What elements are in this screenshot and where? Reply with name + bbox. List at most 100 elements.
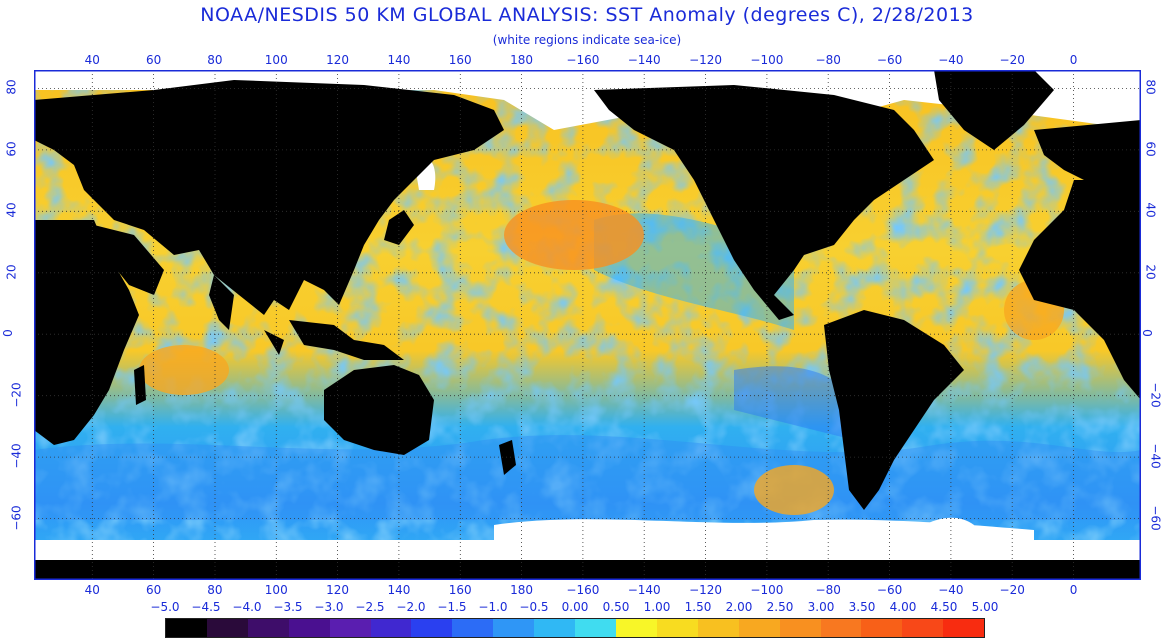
lon-tick-label-bottom: 120: [326, 583, 350, 597]
map-canvas: [34, 70, 1141, 580]
lon-tick-label-top: 180: [510, 53, 534, 67]
page-subtitle: (white regions indicate sea-ice): [492, 33, 682, 47]
legend-value-label: −2.5: [355, 600, 385, 614]
landmass-indonesia: [264, 320, 404, 360]
lat-tick-label-left: 60: [4, 141, 19, 157]
landmass-new-zealand: [499, 440, 516, 475]
lon-tick-label-bottom: −140: [627, 583, 661, 597]
land: [34, 70, 1141, 580]
legend-value-label: −1.5: [437, 600, 467, 614]
lon-tick-label-top: −140: [627, 53, 661, 67]
lat-tick-label-right: 40: [1143, 202, 1158, 218]
map-frame: [34, 70, 1141, 580]
legend-swatch: [493, 619, 535, 637]
lon-tick-label-top: 0: [1069, 53, 1078, 67]
lon-tick-label-bottom: 60: [145, 583, 162, 597]
legend-swatch: [615, 619, 657, 637]
landmass-australia: [324, 365, 434, 455]
legend-value-label: −1.0: [478, 600, 508, 614]
lat-tick-label-right: 20: [1143, 264, 1158, 280]
legend-swatch: [943, 619, 985, 637]
landmass-madagascar: [134, 365, 146, 405]
legend-value-label: 4.50: [930, 600, 958, 614]
legend-swatch: [370, 619, 412, 637]
lon-tick-label-bottom: 0: [1069, 583, 1078, 597]
legend-value-label: −3.0: [314, 600, 344, 614]
legend-value-label: 3.00: [807, 600, 835, 614]
legend-value-label: −4.0: [232, 600, 262, 614]
legend-value-label: −3.5: [273, 600, 303, 614]
lat-tick-label-right: −60: [1148, 504, 1163, 531]
legend-swatch: [779, 619, 821, 637]
lon-tick-label-top: 60: [145, 53, 162, 67]
legend-swatch: [247, 619, 289, 637]
lon-tick-label-bottom: 160: [448, 583, 472, 597]
landmass-africa: [34, 220, 139, 445]
legend-swatch: [697, 619, 739, 637]
lat-tick-label-left: 0: [0, 329, 15, 338]
legend-swatch: [902, 619, 944, 637]
lon-tick-label-top: −100: [750, 53, 784, 67]
landmass-europe-wrap: [1034, 120, 1141, 185]
legend-value-label: −2.0: [396, 600, 426, 614]
legend-value-label: 5.00: [971, 600, 999, 614]
lon-tick-label-bottom: 40: [84, 583, 100, 597]
lon-tick-label-bottom: −80: [815, 583, 841, 597]
lon-tick-label-bottom: −120: [689, 583, 723, 597]
lat-tick-label-right: 80: [1143, 79, 1158, 96]
lon-tick-label-top: −40: [938, 53, 964, 67]
lon-tick-label-bottom: 180: [510, 583, 534, 597]
lon-tick-label-top: −20: [999, 53, 1025, 67]
legend-swatch: [166, 619, 207, 637]
lat-tick-label-left: −20: [9, 381, 24, 408]
lon-tick-label-bottom: −40: [938, 583, 964, 597]
color-legend: [165, 618, 985, 638]
warm-anomaly-patches: [139, 200, 1064, 515]
legend-swatch: [288, 619, 330, 637]
lon-tick-label-top: 40: [84, 53, 100, 67]
lat-tick-label-left: 40: [4, 202, 19, 218]
lon-tick-label-top: 120: [326, 53, 350, 67]
lon-tick-label-bottom: −60: [876, 583, 903, 597]
legend-value-label: 3.50: [848, 600, 876, 614]
legend-value-label: 2.50: [766, 600, 794, 614]
legend-value-label: −5.0: [150, 600, 180, 614]
landmass-antarctica: [34, 560, 1141, 580]
landmass-africa-east-wrap: [1019, 180, 1141, 400]
lon-tick-label-top: 160: [448, 53, 472, 67]
landmass-north-america: [594, 85, 934, 320]
lat-tick-label-left: −40: [9, 443, 24, 469]
legend-value-label: −4.5: [191, 600, 221, 614]
graticule: [34, 70, 1141, 580]
landmass-eurasia: [34, 80, 504, 315]
legend-value-label: −0.5: [519, 600, 549, 614]
sst-anomaly-map: [34, 70, 1141, 580]
legend-swatch: [575, 619, 616, 637]
lon-tick-label-bottom: −160: [566, 583, 600, 597]
lon-tick-label-top: −60: [876, 53, 903, 67]
legend-value-label: 1.50: [684, 600, 712, 614]
lon-tick-label-top: −80: [815, 53, 841, 67]
legend-value-label: 0.50: [602, 600, 630, 614]
legend-swatch: [452, 619, 494, 637]
lat-tick-label-right: 0: [1139, 329, 1154, 338]
lon-tick-label-bottom: −100: [750, 583, 784, 597]
lat-tick-label-left: −60: [9, 504, 24, 531]
legend-value-label: 2.00: [725, 600, 753, 614]
legend-value-label: 4.00: [889, 600, 917, 614]
legend-swatch: [534, 619, 576, 637]
lon-tick-label-top: −120: [689, 53, 723, 67]
lat-tick-label-right: 60: [1143, 141, 1158, 157]
legend-swatch: [861, 619, 903, 637]
page-title: NOAA/NESDIS 50 KM GLOBAL ANALYSIS: SST A…: [200, 4, 974, 26]
lon-tick-label-bottom: 100: [264, 583, 288, 597]
lon-tick-label-top: 80: [207, 53, 223, 67]
legend-swatch: [206, 619, 248, 637]
lat-tick-label-left: 80: [4, 79, 19, 96]
lon-tick-label-top: −160: [566, 53, 600, 67]
lat-tick-label-right: −40: [1148, 443, 1163, 469]
legend-swatch: [329, 619, 371, 637]
lat-tick-label-left: 20: [4, 264, 19, 280]
landmass-japan: [384, 210, 414, 245]
lon-tick-label-bottom: 80: [207, 583, 223, 597]
